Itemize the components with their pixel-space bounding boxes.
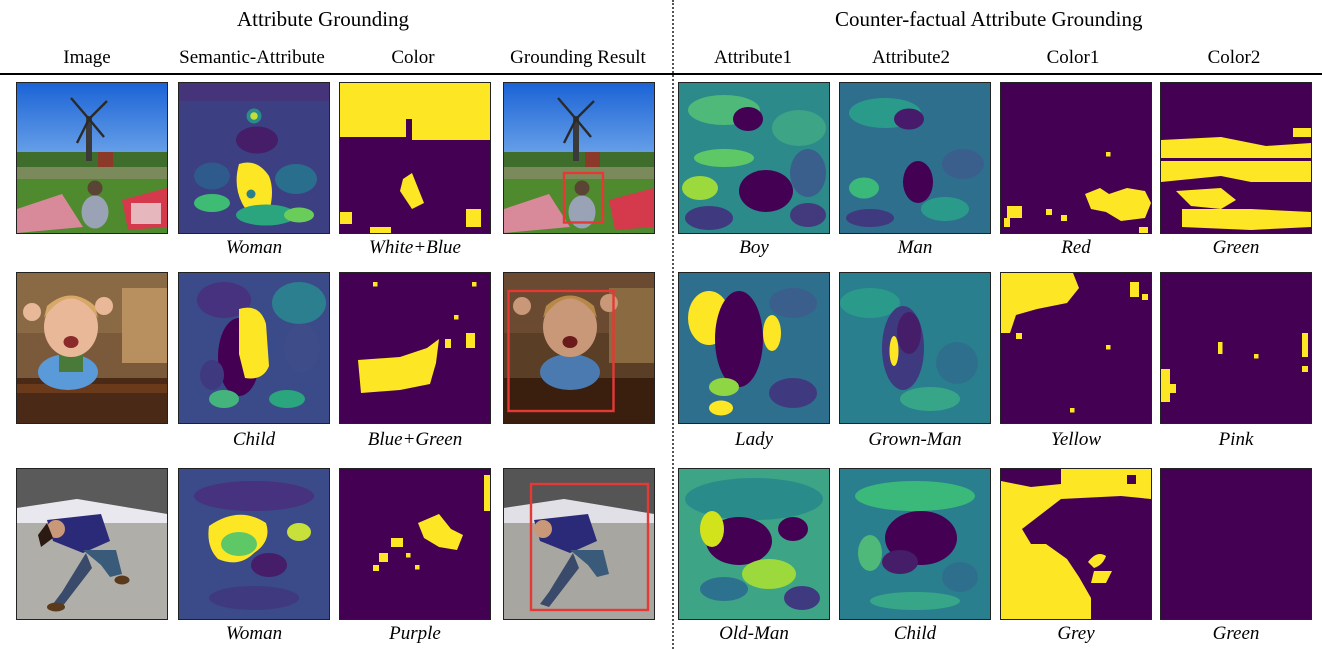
caption-row1-color: White+Blue [369, 237, 461, 258]
caption-row2-semantic: Child [232, 429, 276, 450]
section-title-counterfactual: Counter-factual Attribute Grounding [835, 7, 1143, 31]
caption-row1-color1: Red [1061, 237, 1091, 258]
caption-row1-attribute1: Boy [739, 237, 769, 258]
caption-row3-semantic: Woman [225, 623, 283, 644]
colormap-row1-color [339, 82, 491, 234]
photo-row1-windmill-picnic [16, 82, 168, 234]
heatmap-row2-attribute2 [839, 272, 991, 424]
colormap-row2-color1 [1000, 272, 1152, 424]
caption-row2-attribute2: Grown-Man [868, 429, 962, 450]
caption-row3-color1: Grey [1057, 623, 1095, 644]
section-divider [672, 0, 674, 649]
colormap-row3-color2 [1160, 468, 1312, 620]
colormap-row1-color1 [1000, 82, 1152, 234]
heatmap-row1-semantic-attribute [178, 82, 330, 234]
grounding-result-row1 [503, 82, 655, 234]
colormap-row3-color1 [1000, 468, 1152, 620]
caption-row2-color1: Yellow [1051, 429, 1101, 450]
header-rule [0, 73, 1322, 75]
col-header-grounding-result: Grounding Result [510, 47, 646, 68]
caption-row3-attribute1: Old-Man [719, 623, 789, 644]
section-title-attribute-grounding: Attribute Grounding [237, 7, 410, 31]
heatmap-row3-attribute2 [839, 468, 991, 620]
colormap-row3-color [339, 468, 491, 620]
col-header-color: Color [391, 47, 435, 68]
col-header-attribute2: Attribute2 [871, 47, 951, 68]
grounding-result-row3 [503, 468, 655, 620]
caption-row1-semantic: Woman [225, 237, 283, 258]
heatmap-row3-semantic-attribute [178, 468, 330, 620]
caption-row3-color: Purple [389, 623, 441, 644]
col-header-color2: Color2 [1207, 47, 1261, 68]
heatmap-row3-attribute1 [678, 468, 830, 620]
heatmap-row1-attribute1 [678, 82, 830, 234]
caption-row3-attribute2: Child [893, 623, 937, 644]
caption-row2-color2: Pink [1218, 429, 1254, 450]
heatmap-row1-attribute2 [839, 82, 991, 234]
caption-row3-color2: Green [1212, 623, 1260, 644]
photo-row2-child [16, 272, 168, 424]
caption-row2-attribute1: Lady [735, 429, 773, 450]
col-header-color1: Color1 [1046, 47, 1100, 68]
heatmap-row2-semantic-attribute [178, 272, 330, 424]
heatmap-row2-attribute1 [678, 272, 830, 424]
colormap-row2-color2 [1160, 272, 1312, 424]
colormap-row2-color [339, 272, 491, 424]
colormap-row1-color2 [1160, 82, 1312, 234]
col-header-semantic-attribute: Semantic-Attribute [179, 47, 325, 68]
col-header-image: Image [63, 47, 111, 68]
caption-row1-color2: Green [1212, 237, 1260, 258]
grounding-result-row2 [503, 272, 655, 424]
caption-row2-color: Blue+Green [367, 429, 463, 450]
photo-row3-woman-snow [16, 468, 168, 620]
col-header-attribute1: Attribute1 [713, 47, 793, 68]
caption-row1-attribute2: Man [897, 237, 933, 258]
